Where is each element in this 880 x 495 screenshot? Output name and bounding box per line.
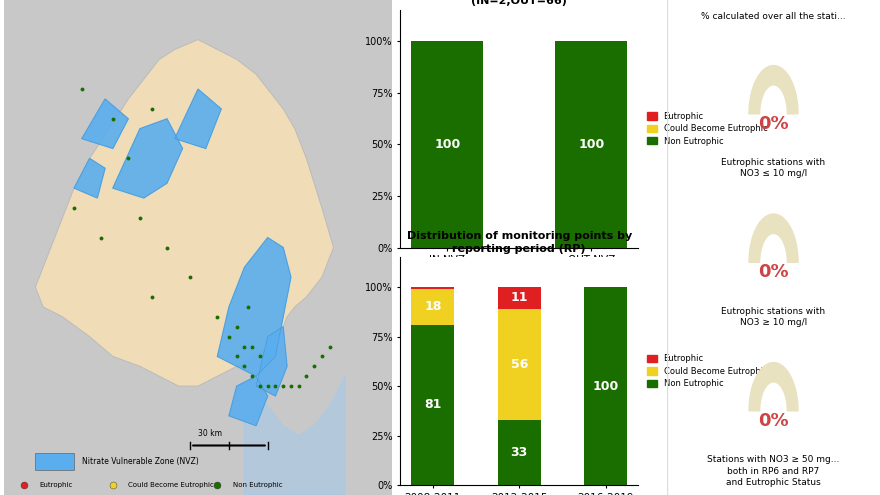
Bar <box>497 420 541 485</box>
Polygon shape <box>175 89 221 148</box>
Title: Distribution of monitoring points according to
Trophic Status
(IN=2,OUT=66): Distribution of monitoring points accord… <box>375 0 664 6</box>
Text: Nitrate Vulnerable Zone (NVZ): Nitrate Vulnerable Zone (NVZ) <box>82 457 199 466</box>
Polygon shape <box>749 363 798 411</box>
Bar <box>411 41 483 248</box>
Text: Eutrophic: Eutrophic <box>40 482 73 488</box>
Bar <box>411 287 454 289</box>
Polygon shape <box>74 158 105 198</box>
Text: 81: 81 <box>424 398 442 411</box>
Text: Could Become Eutrophic: Could Become Eutrophic <box>128 482 214 488</box>
Polygon shape <box>35 40 334 386</box>
Text: 0%: 0% <box>759 115 788 133</box>
Bar <box>584 287 627 485</box>
Text: 30 km: 30 km <box>198 429 222 438</box>
Text: 33: 33 <box>510 446 528 459</box>
Bar <box>411 325 454 485</box>
Text: 100: 100 <box>434 138 460 150</box>
Bar <box>35 453 74 470</box>
Text: Stations with NO3 ≥ 50 mg...
both in RP6 and RP7
and Eutrophic Status: Stations with NO3 ≥ 50 mg... both in RP6… <box>708 455 840 487</box>
Polygon shape <box>256 327 287 396</box>
Text: Non Eutrophic: Non Eutrophic <box>233 482 282 488</box>
Text: 100: 100 <box>578 138 605 150</box>
Text: 0%: 0% <box>759 263 788 281</box>
Text: 11: 11 <box>510 292 528 304</box>
Text: % calculated over all the stati...: % calculated over all the stati... <box>701 12 846 21</box>
Text: 100: 100 <box>592 380 619 393</box>
Polygon shape <box>82 99 128 148</box>
Legend: Eutrophic, Could Become Eutrophic, Non Eutrophic: Eutrophic, Could Become Eutrophic, Non E… <box>647 112 767 146</box>
Polygon shape <box>113 119 182 198</box>
Bar <box>497 287 541 309</box>
Bar <box>497 309 541 420</box>
Polygon shape <box>749 214 798 262</box>
Polygon shape <box>217 238 291 376</box>
Text: 0%: 0% <box>759 412 788 430</box>
Polygon shape <box>749 66 798 114</box>
Bar <box>411 289 454 325</box>
Polygon shape <box>229 376 268 426</box>
Text: Eutrophic stations with
NO3 ≤ 10 mg/l: Eutrophic stations with NO3 ≤ 10 mg/l <box>722 158 825 179</box>
Bar <box>555 41 627 248</box>
Title: Distribution of monitoring points by
reporting period (RP): Distribution of monitoring points by rep… <box>407 232 632 254</box>
Text: Eutrophic stations with
NO3 ≥ 10 mg/l: Eutrophic stations with NO3 ≥ 10 mg/l <box>722 307 825 327</box>
Text: 18: 18 <box>424 300 442 313</box>
Legend: Eutrophic, Could Become Eutrophic, Non Eutrophic: Eutrophic, Could Become Eutrophic, Non E… <box>647 354 767 388</box>
Polygon shape <box>245 376 345 495</box>
Text: 56: 56 <box>510 358 528 371</box>
